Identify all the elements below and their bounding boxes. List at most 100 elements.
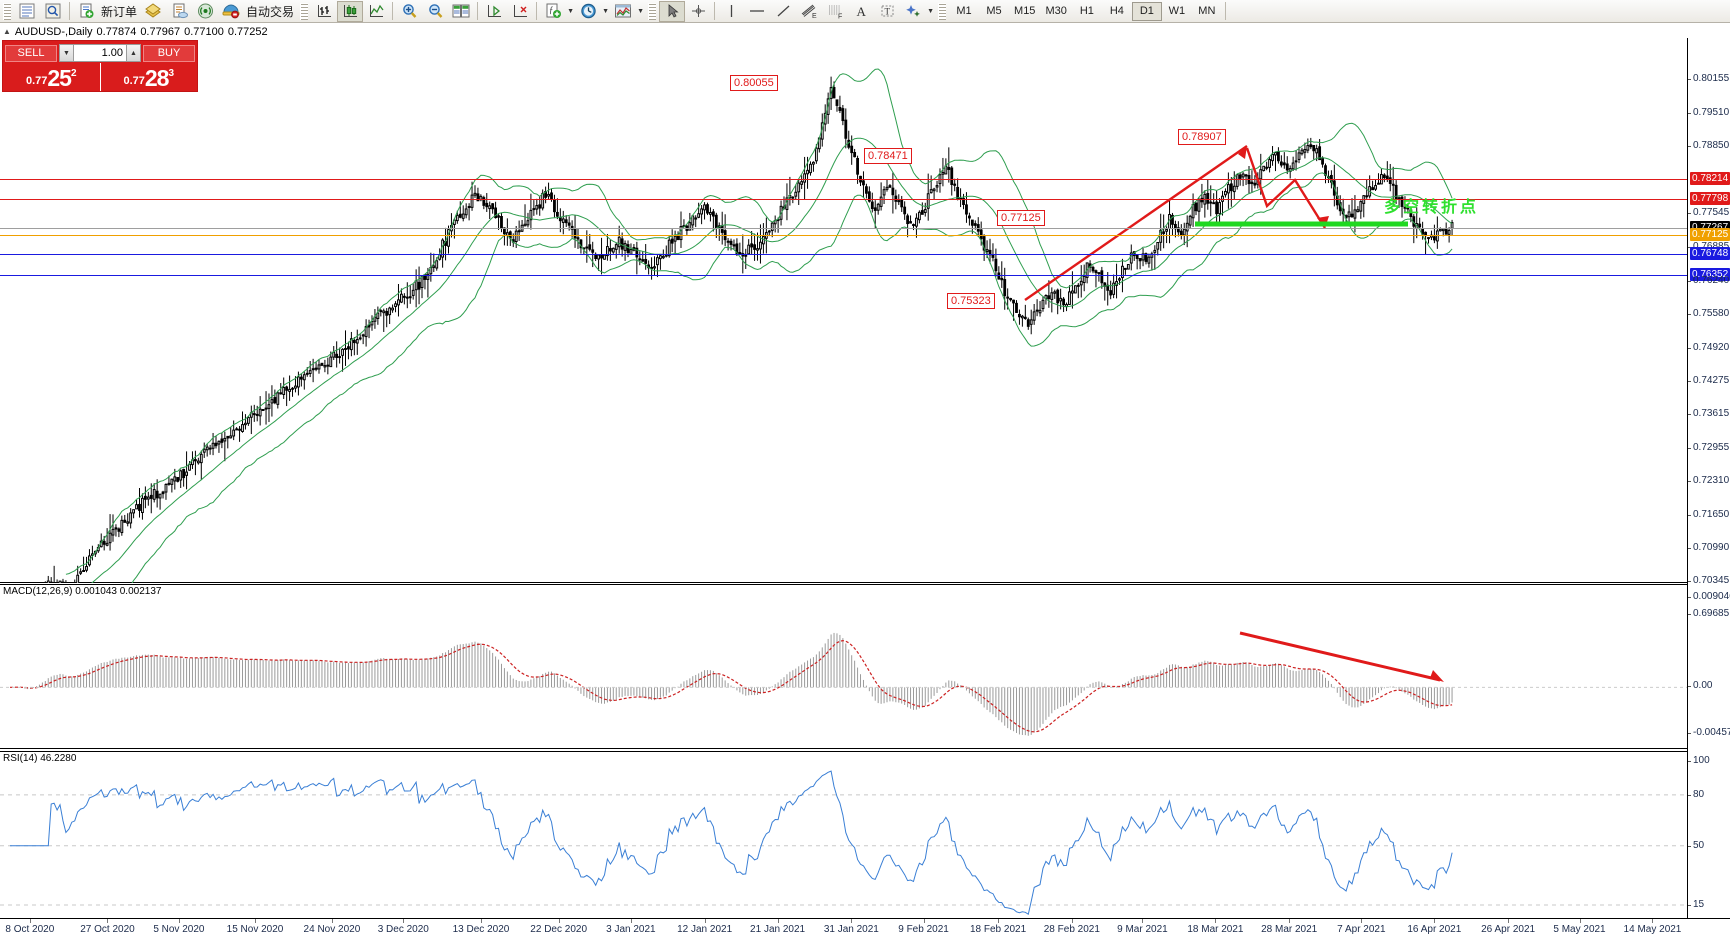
price-tick-label: 0.77798: [1690, 192, 1730, 205]
chart-area[interactable]: 0.80055 0.78471 0.77125 0.78907 0.75323 多空转折点…: [0, 38, 1730, 918]
toolbar-grip-2[interactable]: [300, 2, 309, 20]
date-tick-label: 3 Jan 2021: [606, 924, 656, 935]
date-tick-label: 12 Jan 2021: [677, 924, 733, 935]
crosshair-icon[interactable]: [685, 1, 711, 22]
autotrading-icon[interactable]: [218, 1, 244, 22]
text-icon[interactable]: A: [848, 1, 874, 22]
price-level-line-0.77798[interactable]: [0, 199, 1687, 200]
ask-price[interactable]: 0.77 28 3: [99, 63, 198, 91]
price-tick-label: 0.76352: [1690, 268, 1730, 281]
timeframe-w1[interactable]: W1: [1168, 5, 1186, 17]
templates-icon[interactable]: [610, 1, 636, 22]
shapes-icon[interactable]: [900, 1, 926, 22]
cursor-icon[interactable]: [659, 0, 686, 22]
price-annotation-0.78907[interactable]: 0.78907: [1178, 129, 1226, 145]
bar-chart-icon[interactable]: [311, 1, 337, 22]
autotrading-button[interactable]: 自动交易: [246, 4, 295, 19]
fibonacci-retracement-icon[interactable]: F: [822, 1, 848, 22]
volume-stepper[interactable]: ▼ 1.00 ▲: [59, 44, 141, 62]
price-level-line-0.78214[interactable]: [0, 179, 1687, 180]
candlestick-chart-icon[interactable]: [337, 0, 364, 22]
chart-drawings[interactable]: [1024, 145, 1408, 301]
data-window-icon[interactable]: [40, 1, 66, 22]
collapse-arrow-icon[interactable]: ▲: [3, 27, 11, 36]
trendline-icon[interactable]: [770, 1, 796, 22]
signals-icon[interactable]: [192, 1, 218, 22]
sell-button[interactable]: SELL: [5, 44, 57, 62]
chart-text-annotation[interactable]: 多空转折点: [1384, 197, 1480, 216]
zoom-in-icon[interactable]: [396, 1, 422, 22]
date-axis[interactable]: 8 Oct 2020 27 Oct 2020 5 Nov 2020 15 Nov 20…: [0, 918, 1730, 942]
price-level-line-0.76748[interactable]: [0, 254, 1687, 255]
auto-scroll-icon[interactable]: [507, 1, 533, 22]
price-tick-label: 0.71650: [1693, 509, 1730, 520]
tick-mark: [1688, 686, 1691, 687]
indicators-icon[interactable]: ƒ: [540, 1, 566, 22]
new-order-icon[interactable]: [73, 1, 99, 22]
indicators-chevron-down-icon[interactable]: ▼: [567, 7, 574, 15]
buy-button[interactable]: BUY: [143, 44, 195, 62]
date-tick-label: 13 Dec 2020: [452, 924, 510, 935]
macd-divergence-arrow[interactable]: [1239, 631, 1444, 682]
market-watch-icon[interactable]: [14, 1, 40, 22]
timeframe-m15[interactable]: M15: [1014, 5, 1036, 17]
price-tick-0.77798: 0.77798: [1688, 192, 1730, 205]
volume-up-icon[interactable]: ▲: [126, 44, 141, 62]
text-label-icon[interactable]: T: [874, 1, 900, 22]
timeframe-mn[interactable]: MN: [1198, 5, 1216, 17]
bid-price[interactable]: 0.77 25 2: [3, 63, 100, 91]
timeframe-m30[interactable]: M30: [1045, 5, 1067, 17]
timeframe-m5[interactable]: M5: [986, 5, 1002, 17]
volume-input[interactable]: 1.00: [74, 44, 126, 62]
macd-pane[interactable]: MACD(12,26,9) 0.001043 0.002137: [0, 584, 1687, 749]
toolbar-grip[interactable]: [3, 2, 11, 20]
shapes-chevron-down-icon[interactable]: ▼: [927, 7, 934, 15]
templates-chevron-down-icon[interactable]: ▼: [637, 7, 644, 15]
toolbar-grip-4[interactable]: [938, 2, 947, 20]
price-pane[interactable]: 0.80055 0.78471 0.77125 0.78907 0.75323 多空转折点: [0, 38, 1687, 583]
timeframe-h4[interactable]: H4: [1109, 5, 1124, 17]
metaeditor-icon[interactable]: [166, 1, 192, 22]
tick-mark: [1688, 146, 1691, 147]
price-annotation-0.75323[interactable]: 0.75323: [947, 293, 995, 309]
bid-price-prefix: 0.77: [25, 75, 48, 87]
rsi-pane[interactable]: RSI(14) 46.2280: [0, 751, 1687, 918]
macd-tick-0.009046: 0.009046: [1688, 591, 1730, 602]
timeframe-d1[interactable]: D1: [1131, 1, 1162, 21]
toolbar-grip-3[interactable]: [648, 2, 657, 20]
periods-icon[interactable]: [575, 1, 601, 22]
price-annotation-0.77125[interactable]: 0.77125: [997, 210, 1045, 226]
equidistant-channel-icon[interactable]: E: [796, 1, 822, 22]
main-toolbar: 新订单 自动交易 ƒ ▼ ▼: [0, 0, 1730, 23]
line-chart-icon[interactable]: [363, 1, 389, 22]
price-level-line-0.77267[interactable]: [0, 228, 1687, 229]
macd-tick-0.00: 0.00: [1688, 680, 1730, 691]
price-level-line-0.77125[interactable]: [0, 235, 1687, 236]
price-axis[interactable]: 0.80155 0.79510 0.78850 0.78214 0.77798 0.775…: [1687, 38, 1730, 918]
chart-shift-icon[interactable]: [481, 1, 507, 22]
terminal-icon[interactable]: [448, 1, 474, 22]
tick-mark: [1688, 348, 1691, 349]
date-tick-label: 9 Mar 2021: [1117, 924, 1168, 935]
periods-chevron-down-icon[interactable]: ▼: [602, 7, 609, 15]
price-level-line-0.76352[interactable]: [0, 275, 1687, 276]
volume-down-icon[interactable]: ▼: [59, 44, 74, 62]
price-tick-0.70990: 0.70990: [1688, 542, 1730, 553]
tick-mark: [1688, 79, 1691, 80]
vertical-line-icon[interactable]: [718, 1, 744, 22]
timeframe-h1[interactable]: H1: [1079, 5, 1094, 17]
zoom-out-icon[interactable]: [422, 1, 448, 22]
date-tick-label: 26 Apr 2021: [1481, 924, 1536, 935]
ohlc-open: 0.77874: [96, 25, 137, 38]
price-tick-0.78850: 0.78850: [1688, 140, 1730, 151]
tick-mark: [1688, 733, 1691, 734]
expert-advisors-icon[interactable]: [140, 1, 166, 22]
horizontal-line-icon[interactable]: [744, 1, 770, 22]
date-tick-mark: [1579, 919, 1581, 923]
macd-label: MACD(12,26,9) 0.001043 0.002137: [3, 586, 162, 597]
new-order-button[interactable]: 新订单: [101, 4, 138, 19]
macd-signal-line: [10, 639, 1453, 733]
price-annotation-0.78471[interactable]: 0.78471: [864, 148, 912, 164]
timeframe-m1[interactable]: M1: [956, 5, 972, 17]
price-annotation-0.80055[interactable]: 0.80055: [730, 75, 778, 91]
